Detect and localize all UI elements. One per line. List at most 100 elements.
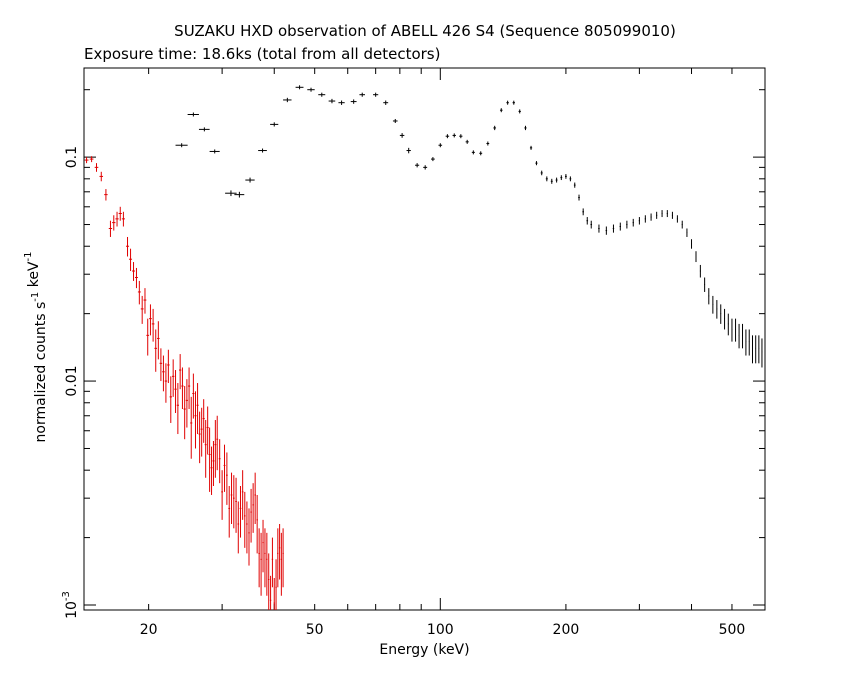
- data-point: [194, 391, 197, 449]
- y-tick-label: 0.1: [64, 146, 80, 168]
- data-point: [132, 262, 135, 281]
- data-point: [269, 575, 272, 610]
- data-point: [275, 559, 277, 610]
- data-point: [569, 176, 572, 182]
- data-point: [716, 300, 718, 319]
- data-point: [216, 415, 219, 471]
- data-point: [307, 87, 315, 92]
- data-point: [638, 217, 640, 225]
- series-1: [84, 156, 284, 610]
- data-point: [676, 215, 678, 223]
- data-point: [230, 472, 233, 525]
- data-point: [761, 338, 763, 368]
- data-point: [264, 528, 266, 588]
- data-point: [243, 491, 246, 548]
- data-point: [146, 318, 150, 356]
- data-point: [666, 210, 668, 218]
- data-point: [359, 92, 365, 97]
- data-point: [328, 98, 336, 104]
- data-point: [578, 194, 580, 201]
- data-point: [650, 213, 652, 221]
- data-point: [661, 210, 663, 218]
- data-point: [185, 379, 188, 428]
- data-point: [699, 264, 701, 278]
- data-point: [271, 537, 274, 588]
- data-point: [198, 127, 210, 132]
- data-point: [262, 519, 264, 573]
- data-point: [724, 308, 726, 330]
- data-point: [256, 494, 258, 554]
- data-point: [686, 228, 688, 237]
- chart-subtitle: Exposure time: 18.6ks (total from all de…: [84, 45, 441, 63]
- data-point: [143, 288, 147, 314]
- data-point: [479, 151, 483, 156]
- data-point: [632, 218, 634, 227]
- data-point: [671, 211, 673, 219]
- data-point: [742, 323, 744, 349]
- data-point: [708, 288, 710, 305]
- data-point: [506, 100, 509, 105]
- data-point: [452, 133, 456, 138]
- data-point: [208, 427, 211, 492]
- data-point: [598, 224, 600, 233]
- y-axis-label: normalized counts s-1 keV-1: [23, 252, 49, 443]
- data-point: [590, 220, 593, 229]
- data-point: [196, 383, 199, 435]
- data-point: [338, 100, 345, 105]
- data-point: [612, 224, 615, 233]
- data-point: [619, 222, 621, 231]
- data-point: [204, 420, 207, 478]
- data-point: [712, 295, 714, 314]
- data-point: [550, 178, 553, 184]
- data-point: [234, 191, 245, 198]
- data-point: [210, 446, 213, 495]
- data-point: [318, 92, 326, 97]
- data-point: [89, 156, 94, 163]
- data-point: [282, 528, 284, 588]
- data-point: [223, 444, 226, 492]
- series-0: [175, 85, 763, 368]
- data-point: [423, 165, 428, 170]
- data-point: [350, 99, 357, 104]
- data-series: [84, 85, 763, 610]
- data-point: [169, 376, 172, 423]
- data-point: [459, 134, 463, 139]
- data-point: [758, 335, 760, 364]
- data-point: [605, 226, 608, 235]
- data-point: [94, 163, 99, 172]
- data-point: [218, 439, 221, 484]
- data-point: [738, 323, 740, 349]
- data-point: [727, 313, 729, 336]
- data-point: [392, 118, 398, 124]
- x-tick-label: 20: [140, 622, 158, 638]
- data-point: [406, 147, 411, 154]
- data-point: [164, 363, 168, 403]
- data-point: [695, 251, 697, 263]
- data-point: [260, 532, 262, 596]
- data-point: [586, 217, 589, 225]
- data-point: [471, 150, 475, 155]
- data-point: [154, 329, 158, 372]
- data-point: [125, 236, 130, 257]
- data-point: [499, 108, 503, 113]
- data-point: [137, 280, 141, 305]
- data-point: [162, 355, 165, 392]
- y-tick-label: 10-3: [61, 591, 80, 619]
- data-point: [540, 170, 543, 176]
- data-point: [383, 100, 389, 105]
- data-point: [266, 532, 268, 596]
- data-point: [159, 348, 163, 382]
- x-tick-label: 200: [553, 622, 580, 638]
- data-point: [512, 100, 515, 105]
- data-point: [524, 125, 527, 131]
- data-point: [545, 176, 548, 182]
- data-point: [399, 133, 405, 138]
- data-point: [565, 174, 567, 179]
- data-point: [415, 163, 420, 168]
- data-point: [560, 175, 563, 181]
- data-point: [518, 109, 521, 114]
- data-point: [735, 318, 737, 342]
- data-point: [270, 122, 279, 127]
- chart-title: SUZAKU HXD observation of ABELL 426 S4 (…: [174, 22, 676, 40]
- data-point: [190, 396, 193, 459]
